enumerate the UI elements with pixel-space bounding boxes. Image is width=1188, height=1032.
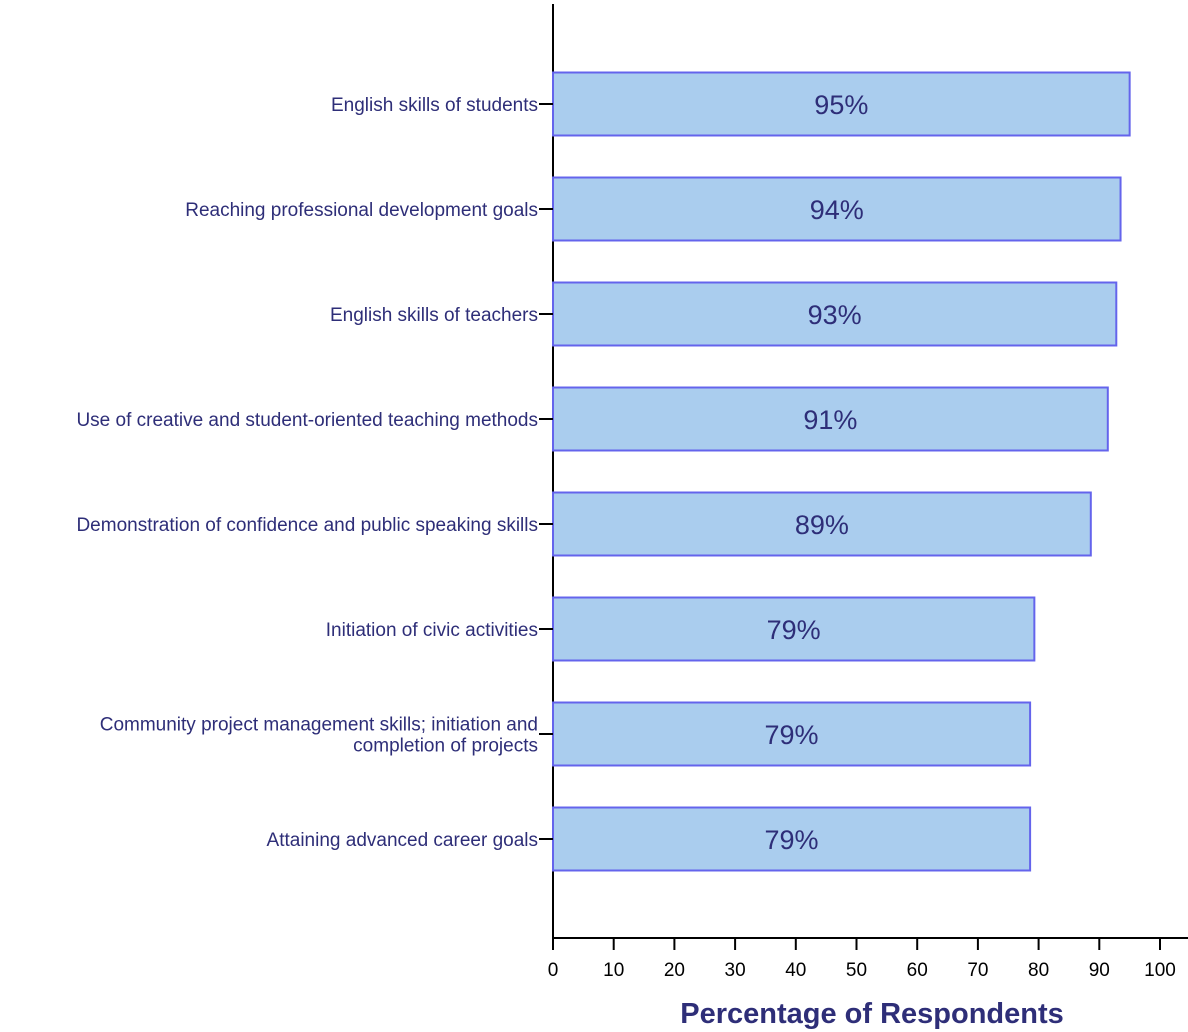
x-axis-title: Percentage of Respondents	[680, 998, 1064, 1030]
x-tick-label: 80	[1028, 960, 1049, 981]
bar-data-label: 89%	[795, 510, 849, 540]
bar-data-label: 79%	[767, 615, 821, 645]
x-tick-label: 50	[846, 960, 867, 981]
x-tick-label: 20	[664, 960, 685, 981]
category-label: Initiation of civic activities	[326, 620, 538, 641]
bar-data-label: 91%	[803, 405, 857, 435]
bar-data-label: 79%	[765, 825, 819, 855]
bar-data-label: 94%	[810, 195, 864, 225]
x-tick-label: 60	[907, 960, 928, 981]
category-label: Attaining advanced career goals	[267, 830, 538, 851]
x-tick-label: 70	[967, 960, 988, 981]
x-tick-label: 30	[725, 960, 746, 981]
category-label: Community project management skills; ini…	[100, 715, 538, 736]
x-tick-label: 10	[603, 960, 624, 981]
x-tick-label: 0	[548, 960, 559, 981]
plot-area: 95% 94% 93% 91% 89% 79% 79% 79% English skills …	[76, 4, 1188, 981]
x-tick-label: 90	[1089, 960, 1110, 981]
category-ticks	[539, 104, 553, 839]
category-label: Reaching professional development goals	[185, 200, 538, 221]
bars	[553, 73, 1130, 871]
bar-data-label: 79%	[765, 720, 819, 750]
category-label: English skills of teachers	[330, 305, 538, 326]
category-label: Demonstration of confidence and public s…	[76, 515, 538, 536]
category-label: completion of projects	[353, 736, 538, 757]
x-tick-label: 40	[785, 960, 806, 981]
x-axis-tick-labels: 0 10 20 30 40 50 60 70 80 90 100	[548, 960, 1176, 981]
category-label: English skills of students	[331, 95, 538, 116]
x-axis-ticks	[553, 938, 1160, 950]
x-tick-label: 100	[1144, 960, 1176, 981]
category-label: Use of creative and student-oriented tea…	[76, 410, 538, 431]
bar-data-label: 93%	[808, 300, 862, 330]
bar-data-label: 95%	[814, 90, 868, 120]
category-labels: English skills of students Reaching profe…	[76, 95, 538, 851]
